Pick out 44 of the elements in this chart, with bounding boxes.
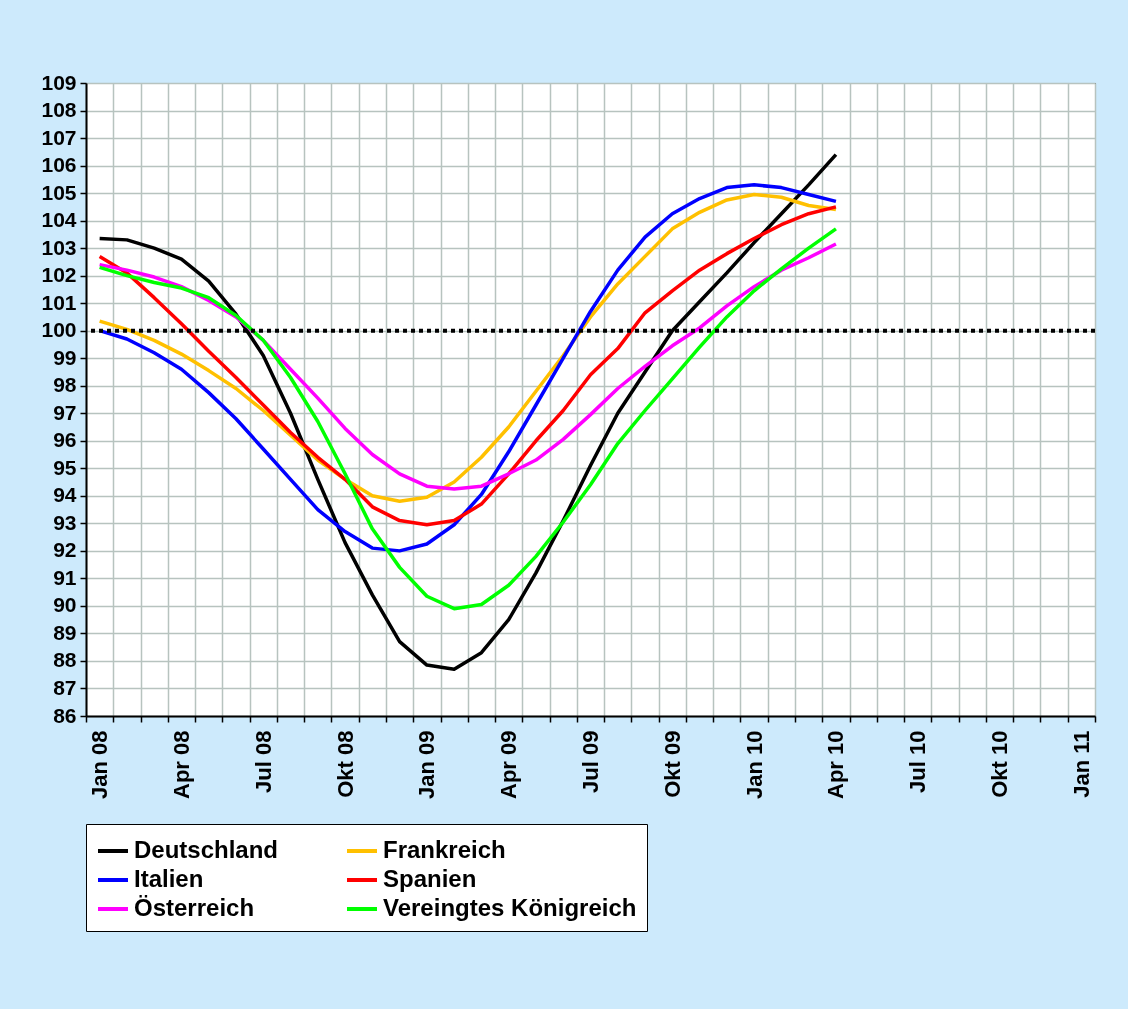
x-tick-label: Apr 08 xyxy=(168,730,194,799)
y-tick-label: 97 xyxy=(53,400,77,424)
x-tick-label: Jul 08 xyxy=(250,730,276,793)
legend-label: Italien xyxy=(134,865,204,892)
y-tick-label: 98 xyxy=(53,373,77,397)
legend-label: Österreich xyxy=(134,894,255,921)
x-tick-label: Jul 09 xyxy=(578,730,603,793)
y-tick-label: 89 xyxy=(53,620,77,644)
line-series xyxy=(97,227,838,611)
y-tick-label: 99 xyxy=(53,345,77,369)
x-tick-label: Okt 09 xyxy=(659,730,685,798)
y-tick-label: 86 xyxy=(53,703,77,727)
y-tick-label: 101 xyxy=(41,290,77,314)
y-tick-label: 102 xyxy=(41,263,77,287)
y-tick-label: 95 xyxy=(53,455,77,479)
x-tick-label: Jan 10 xyxy=(741,730,767,799)
x-tick-label: Jan 08 xyxy=(87,730,113,799)
y-tick-label: 107 xyxy=(41,125,77,149)
y-tick-label: 100 xyxy=(41,318,77,342)
y-tick-label: 94 xyxy=(53,483,77,507)
x-tick-label: Jul 10 xyxy=(905,730,931,793)
y-tick-label: 96 xyxy=(53,428,77,452)
x-tick-label: Apr 09 xyxy=(496,730,522,799)
legend-label: Spanien xyxy=(383,865,477,892)
y-tick-label: 108 xyxy=(41,98,77,122)
y-tick-label: 106 xyxy=(41,153,77,177)
legend-label: Frankreich xyxy=(383,836,506,863)
x-tick-label: Apr 10 xyxy=(823,730,849,799)
y-tick-label: 91 xyxy=(53,565,77,589)
y-tick-label: 109 xyxy=(41,70,77,94)
y-tick-label: 103 xyxy=(41,235,77,259)
y-tick-label: 90 xyxy=(53,593,77,617)
legend-label: Deutschland xyxy=(134,836,279,863)
legend-label: Vereingtes Königreich xyxy=(383,894,637,921)
y-tick-label: 92 xyxy=(53,538,77,562)
x-tick-label: Jan 11 xyxy=(1068,730,1094,798)
y-tick-label: 87 xyxy=(53,675,77,699)
y-tick-label: 88 xyxy=(53,648,77,672)
y-tick-label: 93 xyxy=(53,510,77,534)
x-tick-label: Jan 09 xyxy=(414,730,440,799)
x-tick-label: Okt 10 xyxy=(987,730,1013,798)
y-tick-label: 105 xyxy=(41,180,77,204)
y-tick-label: 104 xyxy=(41,208,77,232)
x-tick-label: Okt 08 xyxy=(332,730,358,798)
